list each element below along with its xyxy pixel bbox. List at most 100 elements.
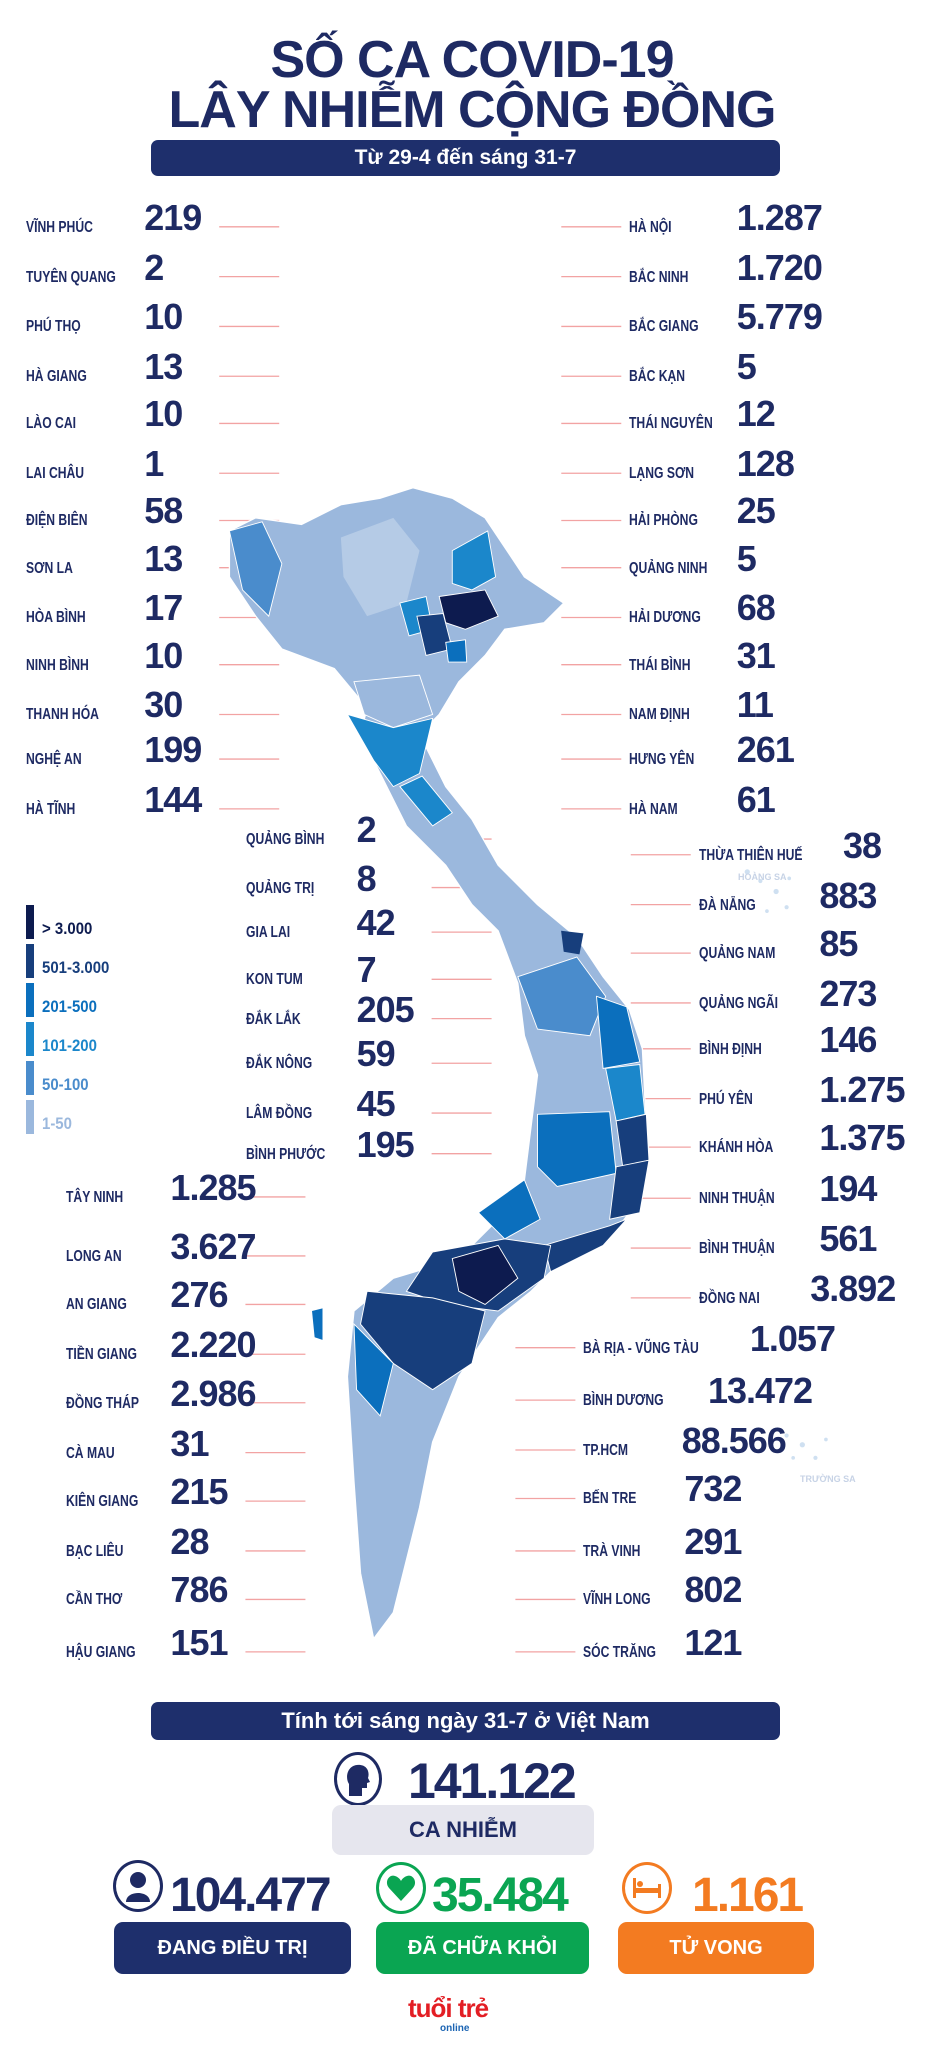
region-mekong bbox=[360, 1290, 486, 1391]
province-cases: 276 bbox=[170, 1274, 228, 1316]
province-cases: 13 bbox=[144, 537, 183, 579]
summary-heading: Tính tới sáng ngày 31-7 ở Việt Nam bbox=[151, 1702, 780, 1740]
province-name: QUẢNG NGÃI bbox=[698, 994, 778, 1012]
province-name: LẠNG SƠN bbox=[629, 465, 695, 483]
province-name: NAM ĐỊNH bbox=[629, 706, 691, 724]
province-name: THANH HÓA bbox=[26, 706, 100, 724]
province-name: KHÁNH HÒA bbox=[698, 1139, 774, 1157]
province-cases: 146 bbox=[819, 1018, 877, 1060]
province-cases: 128 bbox=[736, 443, 795, 485]
province-cases: 2.986 bbox=[170, 1372, 256, 1414]
province-name: LÀO CAI bbox=[26, 415, 77, 433]
hoang-sa-islands bbox=[744, 869, 792, 913]
province-name: THÁI BÌNH bbox=[629, 656, 691, 674]
province-cases: 883 bbox=[819, 874, 877, 916]
region-da-nang bbox=[561, 930, 584, 955]
province-cases: 1.057 bbox=[749, 1317, 836, 1359]
province-name: LONG AN bbox=[65, 1247, 122, 1265]
province-name: BẮC KẠN bbox=[629, 368, 686, 386]
subtitle-bar: Từ 29-4 đến sáng 31-7 bbox=[151, 140, 780, 176]
province-name: QUẢNG NINH bbox=[629, 559, 708, 577]
province-cases: 12 bbox=[736, 393, 776, 435]
recovered-box: ĐÃ CHỮA KHỎI bbox=[376, 1922, 589, 1974]
province-name: TÂY NINH bbox=[65, 1188, 123, 1206]
total-cases-label: CA NHIỄM bbox=[409, 1817, 517, 1842]
region-binh-phuoc bbox=[477, 1179, 541, 1240]
tuoi-tre-logo: tuổi trẻ online bbox=[408, 1995, 508, 2035]
province-cases: 5 bbox=[736, 537, 757, 579]
province-name: VĨNH PHÚC bbox=[26, 218, 94, 236]
province-name: SÓC TRĂNG bbox=[583, 1643, 657, 1661]
recovered-value: 35.484 bbox=[432, 1869, 569, 1922]
province-name: NINH THUẬN bbox=[698, 1190, 775, 1208]
region-phu-quoc bbox=[312, 1308, 323, 1340]
province-cases: 144 bbox=[144, 778, 202, 820]
province-cases: 2.220 bbox=[170, 1324, 256, 1366]
province-name: BÌNH ĐỊNH bbox=[698, 1040, 762, 1058]
province-cases: 199 bbox=[144, 729, 202, 771]
region-hung-yen bbox=[445, 639, 468, 663]
province-name: ĐỒNG NAI bbox=[698, 1289, 760, 1307]
province-cases: 786 bbox=[170, 1569, 228, 1611]
province-name: BÌNH PHƯỚC bbox=[246, 1145, 326, 1163]
legend-label: 50-100 bbox=[42, 1075, 89, 1094]
legend-swatch bbox=[26, 1061, 34, 1095]
province-cases: 8 bbox=[356, 857, 377, 899]
province-name: ĐỒNG THÁP bbox=[65, 1394, 139, 1412]
legend-swatch bbox=[26, 1100, 34, 1134]
province-name: HÀ TĨNH bbox=[26, 800, 76, 818]
province-name: KIÊN GIANG bbox=[65, 1493, 138, 1511]
deaths-box: TỬ VONG bbox=[618, 1922, 814, 1974]
leader-lines bbox=[219, 226, 691, 1653]
province-name: PHÚ THỌ bbox=[26, 318, 81, 336]
province-cases: 561 bbox=[819, 1218, 877, 1260]
region-thanh-hoa bbox=[353, 674, 434, 729]
province-cases: 5.779 bbox=[736, 296, 823, 338]
region-khanh-hoa bbox=[609, 1159, 650, 1220]
recovered-label: ĐÃ CHỮA KHỎI bbox=[407, 1937, 558, 1959]
province-cases: 802 bbox=[684, 1569, 742, 1611]
region-dak-lak bbox=[537, 1111, 617, 1187]
region-lang-son bbox=[451, 530, 497, 591]
province-cases: 10 bbox=[144, 296, 183, 338]
region-bac-giang bbox=[438, 589, 499, 630]
province-name: NINH BÌNH bbox=[26, 656, 90, 674]
legend-label: 501-3.000 bbox=[42, 958, 110, 977]
province-name: BẾN TRE bbox=[583, 1490, 637, 1508]
province-cases: 3.892 bbox=[810, 1267, 896, 1309]
province-cases: 205 bbox=[356, 988, 415, 1030]
province-name: HẢI PHÒNG bbox=[629, 512, 699, 530]
province-name: QUẢNG BÌNH bbox=[246, 831, 325, 849]
province-cases: 121 bbox=[684, 1621, 742, 1663]
province-cases: 261 bbox=[736, 729, 795, 771]
province-cases: 11 bbox=[736, 684, 774, 726]
title-line-2: LÂY NHIỄM CỘNG ĐỒNG bbox=[168, 81, 777, 139]
province-cases: 151 bbox=[170, 1621, 228, 1663]
region-nghe-an bbox=[346, 713, 434, 788]
region-northwest bbox=[340, 517, 420, 617]
province-cases: 2 bbox=[144, 246, 164, 288]
legend-swatch bbox=[26, 905, 34, 939]
province-name: NGHỆ AN bbox=[26, 751, 82, 769]
province-cases: 732 bbox=[684, 1468, 742, 1510]
province-name: SƠN LA bbox=[26, 559, 74, 577]
province-name: TUYÊN QUANG bbox=[26, 268, 117, 286]
heart-icon bbox=[376, 1862, 426, 1914]
province-name: HƯNG YÊN bbox=[629, 751, 695, 769]
province-name: BẮC NINH bbox=[629, 268, 689, 286]
logo-text: tuổi trẻ bbox=[408, 1993, 489, 2023]
province-name: ĐIỆN BIÊN bbox=[26, 512, 88, 530]
province-cases: 219 bbox=[144, 196, 202, 238]
province-name: BÌNH DƯƠNG bbox=[583, 1392, 664, 1410]
province-cases: 10 bbox=[144, 393, 183, 435]
province-cases: 58 bbox=[144, 490, 183, 532]
province-name: VĨNH LONG bbox=[583, 1591, 651, 1609]
province-cases: 42 bbox=[356, 902, 396, 944]
province-name: TRÀ VINH bbox=[583, 1542, 641, 1560]
region-quang-ngai bbox=[595, 995, 641, 1070]
province-cases: 7 bbox=[356, 949, 377, 991]
legend-label: 101-200 bbox=[42, 1036, 97, 1055]
province-name: CÀ MAU bbox=[65, 1444, 115, 1462]
province-cases: 28 bbox=[170, 1520, 209, 1562]
province-cases: 38 bbox=[842, 824, 882, 866]
